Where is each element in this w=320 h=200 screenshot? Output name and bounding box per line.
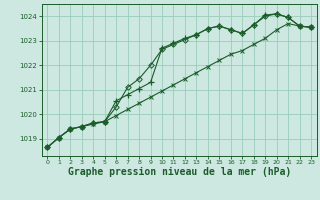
X-axis label: Graphe pression niveau de la mer (hPa): Graphe pression niveau de la mer (hPa) <box>68 167 291 177</box>
